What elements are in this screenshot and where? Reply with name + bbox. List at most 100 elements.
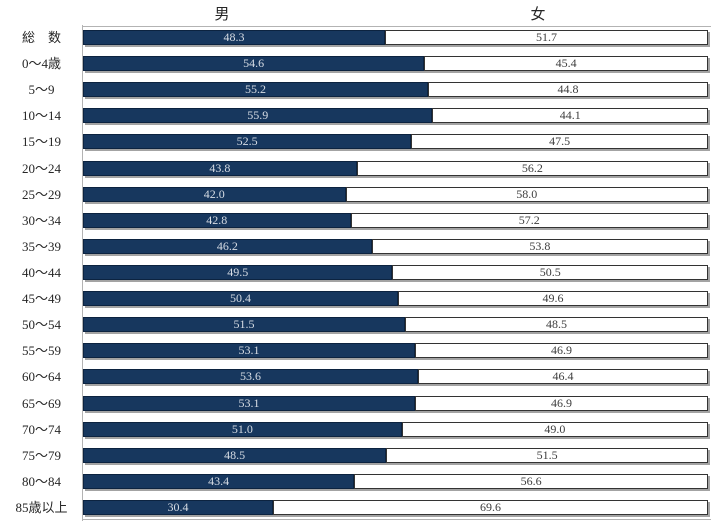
male-value-label: 46.2 — [216, 238, 238, 253]
stacked-bar: 53.6 46.4 — [83, 369, 708, 385]
stacked-bar: 50.4 49.6 — [83, 291, 708, 307]
bar-row: 20〜24 43.8 56.2 — [0, 160, 708, 187]
series-header-female: 女 — [530, 7, 546, 23]
category-label: 80〜84 — [21, 473, 61, 489]
male-bar-segment: 51.5 — [83, 317, 405, 333]
female-value-label: 44.1 — [559, 108, 581, 123]
female-bar-segment: 44.1 — [432, 108, 708, 124]
stacked-bar: 30.4 69.6 — [83, 499, 708, 515]
male-bar-segment: 48.5 — [83, 447, 387, 463]
male-value-label: 50.4 — [230, 291, 251, 306]
male-value-label: 30.4 — [167, 499, 189, 514]
bar-rows: 総 数 48.3 51.7 0〜4歳 54.6 45.4 5〜9 55.2 — [0, 30, 708, 526]
category-label: 85歳以上 — [15, 499, 68, 515]
stacked-bar: 46.2 53.8 — [83, 238, 708, 254]
stacked-bar: 43.8 56.2 — [83, 160, 708, 176]
category-label: 65〜69 — [21, 395, 61, 411]
category-label: 75〜79 — [21, 447, 61, 463]
female-bar-segment: 47.5 — [411, 134, 708, 150]
male-value-label: 52.5 — [236, 134, 258, 149]
male-value-label: 51.5 — [233, 317, 255, 332]
male-bar-segment: 54.6 — [83, 56, 425, 72]
female-value-label: 48.5 — [545, 317, 567, 332]
category-label: 0〜4歳 — [21, 56, 61, 72]
stacked-bar: 53.1 46.9 — [83, 343, 708, 359]
male-value-label: 53.1 — [238, 395, 260, 410]
category-label: 15〜19 — [21, 134, 61, 150]
female-bar-segment: 46.9 — [414, 343, 708, 359]
male-bar-segment: 52.5 — [83, 134, 412, 150]
bar-row: 55〜59 53.1 46.9 — [0, 343, 708, 369]
female-bar-segment: 44.8 — [428, 82, 708, 98]
female-bar-segment: 49.6 — [398, 291, 708, 307]
male-value-label: 43.4 — [208, 473, 230, 488]
category-label: 40〜44 — [21, 264, 61, 280]
female-value-label: 46.9 — [550, 343, 572, 358]
male-value-label: 53.1 — [238, 343, 260, 358]
bar-row: 80〜84 43.4 56.6 — [0, 473, 708, 500]
male-value-label: 54.6 — [243, 56, 265, 71]
female-bar-segment: 51.7 — [384, 30, 708, 45]
stacked-bar: 48.3 51.7 — [83, 30, 708, 45]
category-label: 25〜29 — [21, 186, 61, 202]
bar-row: 85歳以上 30.4 69.6 — [0, 499, 708, 526]
female-bar-segment: 46.9 — [414, 395, 708, 411]
category-label: 55〜59 — [21, 343, 61, 359]
bar-row: 総 数 48.3 51.7 — [0, 30, 708, 56]
male-value-label: 53.6 — [240, 369, 261, 384]
plot-top-border — [82, 26, 711, 27]
female-bar-segment: 53.8 — [371, 238, 708, 254]
bar-row: 40〜44 49.5 50.5 — [0, 264, 708, 291]
stacked-bar: 51.5 48.5 — [83, 317, 708, 333]
male-bar-segment: 55.9 — [83, 108, 433, 124]
category-label: 10〜14 — [21, 108, 61, 124]
bar-row: 60〜64 53.6 46.4 — [0, 369, 708, 395]
female-bar-segment: 46.4 — [418, 369, 708, 385]
male-bar-segment: 43.4 — [83, 473, 355, 489]
category-label: 5〜9 — [28, 82, 55, 98]
male-bar-segment: 51.0 — [83, 421, 402, 437]
male-value-label: 49.5 — [227, 264, 249, 279]
category-label: 総 数 — [21, 30, 61, 45]
female-bar-segment: 51.5 — [386, 447, 708, 463]
bar-row: 15〜19 52.5 47.5 — [0, 134, 708, 160]
female-value-label: 47.5 — [549, 134, 571, 149]
category-label: 35〜39 — [21, 238, 61, 254]
bar-row: 45〜49 50.4 49.6 — [0, 291, 708, 317]
male-value-label: 48.5 — [224, 447, 246, 462]
stacked-bar: 48.5 51.5 — [83, 447, 708, 463]
female-value-label: 46.9 — [550, 395, 572, 410]
female-value-label: 56.2 — [521, 160, 543, 175]
female-value-label: 46.4 — [552, 369, 574, 384]
male-value-label: 55.9 — [247, 108, 269, 123]
bar-row: 35〜39 46.2 53.8 — [0, 238, 708, 265]
bar-row: 50〜54 51.5 48.5 — [0, 317, 708, 343]
female-bar-segment: 48.5 — [404, 317, 708, 333]
female-value-label: 44.8 — [557, 82, 579, 97]
category-label: 60〜64 — [21, 369, 61, 385]
stacked-bar: 49.5 50.5 — [83, 264, 708, 280]
male-bar-segment: 43.8 — [83, 160, 357, 176]
female-value-label: 49.0 — [544, 421, 566, 436]
bar-row: 5〜9 55.2 44.8 — [0, 82, 708, 108]
female-bar-segment: 57.2 — [350, 212, 708, 228]
bar-row: 75〜79 48.5 51.5 — [0, 447, 708, 474]
female-value-label: 51.7 — [535, 30, 557, 44]
plot-bottom-border — [82, 519, 711, 520]
male-bar-segment: 53.6 — [83, 369, 418, 385]
series-header-male: 男 — [214, 7, 230, 23]
female-value-label: 50.5 — [539, 264, 561, 279]
female-value-label: 49.6 — [542, 291, 564, 306]
male-bar-segment: 53.1 — [83, 343, 415, 359]
male-value-label: 55.2 — [245, 82, 266, 97]
bar-row: 30〜34 42.8 57.2 — [0, 212, 708, 239]
stacked-bar: 42.8 57.2 — [83, 212, 708, 228]
male-bar-segment: 42.0 — [83, 186, 346, 202]
category-axis-line — [82, 25, 83, 521]
female-value-label: 69.6 — [480, 499, 501, 514]
stacked-bar: 55.9 44.1 — [83, 108, 708, 124]
stacked-bar: 52.5 47.5 — [83, 134, 708, 150]
bar-row: 65〜69 53.1 46.9 — [0, 395, 708, 422]
category-label: 70〜74 — [21, 421, 61, 437]
female-value-label: 51.5 — [536, 447, 558, 462]
